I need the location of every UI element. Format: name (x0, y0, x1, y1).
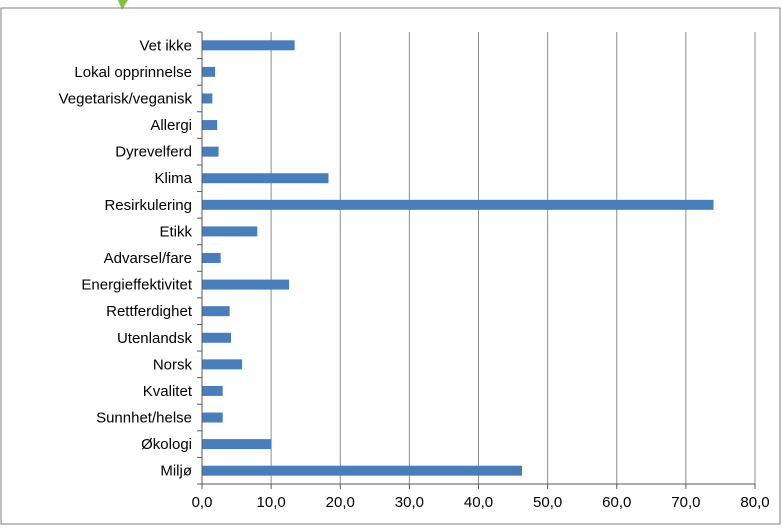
category-label: Kvalitet (143, 383, 193, 400)
category-label: Lokal opprinnelse (74, 64, 192, 81)
category-label: Miljø (160, 463, 192, 480)
bar (202, 199, 714, 210)
category-label: Norsk (153, 356, 193, 373)
leaf-logo-icon (118, 0, 128, 10)
category-labels: Vet ikke Lokal opprinnelse Vegetarisk/vega… (59, 37, 193, 479)
category-label: Etikk (159, 223, 192, 240)
x-tick-label: 0,0 (192, 494, 213, 511)
bar (202, 66, 216, 77)
category-label: Vegetarisk/veganisk (59, 90, 193, 107)
x-tick-label: 40,0 (464, 494, 493, 511)
bar (202, 226, 258, 237)
category-label: Dyrevelferd (115, 144, 192, 161)
category-label: Allergi (150, 117, 192, 134)
tick-labels: 0,0 10,0 20,0 30,0 40,0 50,0 60,0 70,0 80,0 (192, 494, 770, 511)
chart-frame (0, 7, 781, 525)
gridlines (270, 32, 756, 484)
axes (197, 31, 756, 489)
x-tick-label: 10,0 (257, 494, 286, 511)
category-label: Resirkulering (104, 197, 192, 214)
bar (202, 120, 218, 131)
category-label: Klima (154, 170, 192, 187)
category-label: Energieffektivitet (81, 277, 192, 294)
x-tick-label: 20,0 (326, 494, 355, 511)
bar (202, 359, 243, 370)
bar (202, 412, 223, 423)
category-label: Rettferdighet (106, 303, 193, 320)
bar (202, 332, 232, 343)
bar (202, 279, 290, 290)
category-label: Utenlandsk (117, 330, 193, 347)
x-tick-label: 70,0 (671, 494, 700, 511)
category-label: Vet ikke (139, 37, 192, 54)
x-tick-label: 60,0 (602, 494, 631, 511)
bar (202, 173, 329, 184)
bar (202, 253, 221, 263)
bar (202, 93, 213, 104)
x-tick-label: 30,0 (395, 494, 424, 511)
bar (202, 40, 295, 51)
bar (202, 465, 523, 476)
category-label: Sunnhet/helse (96, 410, 192, 427)
bars (202, 40, 714, 476)
category-label: Advarsel/fare (104, 250, 192, 267)
category-label: Økologi (141, 436, 192, 453)
x-tick-label: 80,0 (740, 494, 769, 511)
bar (202, 306, 230, 317)
bar (202, 385, 223, 396)
bar (202, 146, 219, 157)
bar (202, 439, 272, 450)
x-tick-label: 50,0 (533, 494, 562, 511)
